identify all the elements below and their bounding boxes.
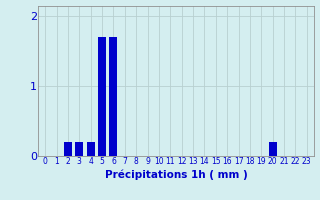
Bar — [109, 37, 117, 156]
Bar — [75, 142, 83, 156]
Bar — [87, 142, 95, 156]
Bar — [98, 37, 106, 156]
Bar — [269, 142, 277, 156]
Bar — [64, 142, 72, 156]
X-axis label: Précipitations 1h ( mm ): Précipitations 1h ( mm ) — [105, 169, 247, 180]
